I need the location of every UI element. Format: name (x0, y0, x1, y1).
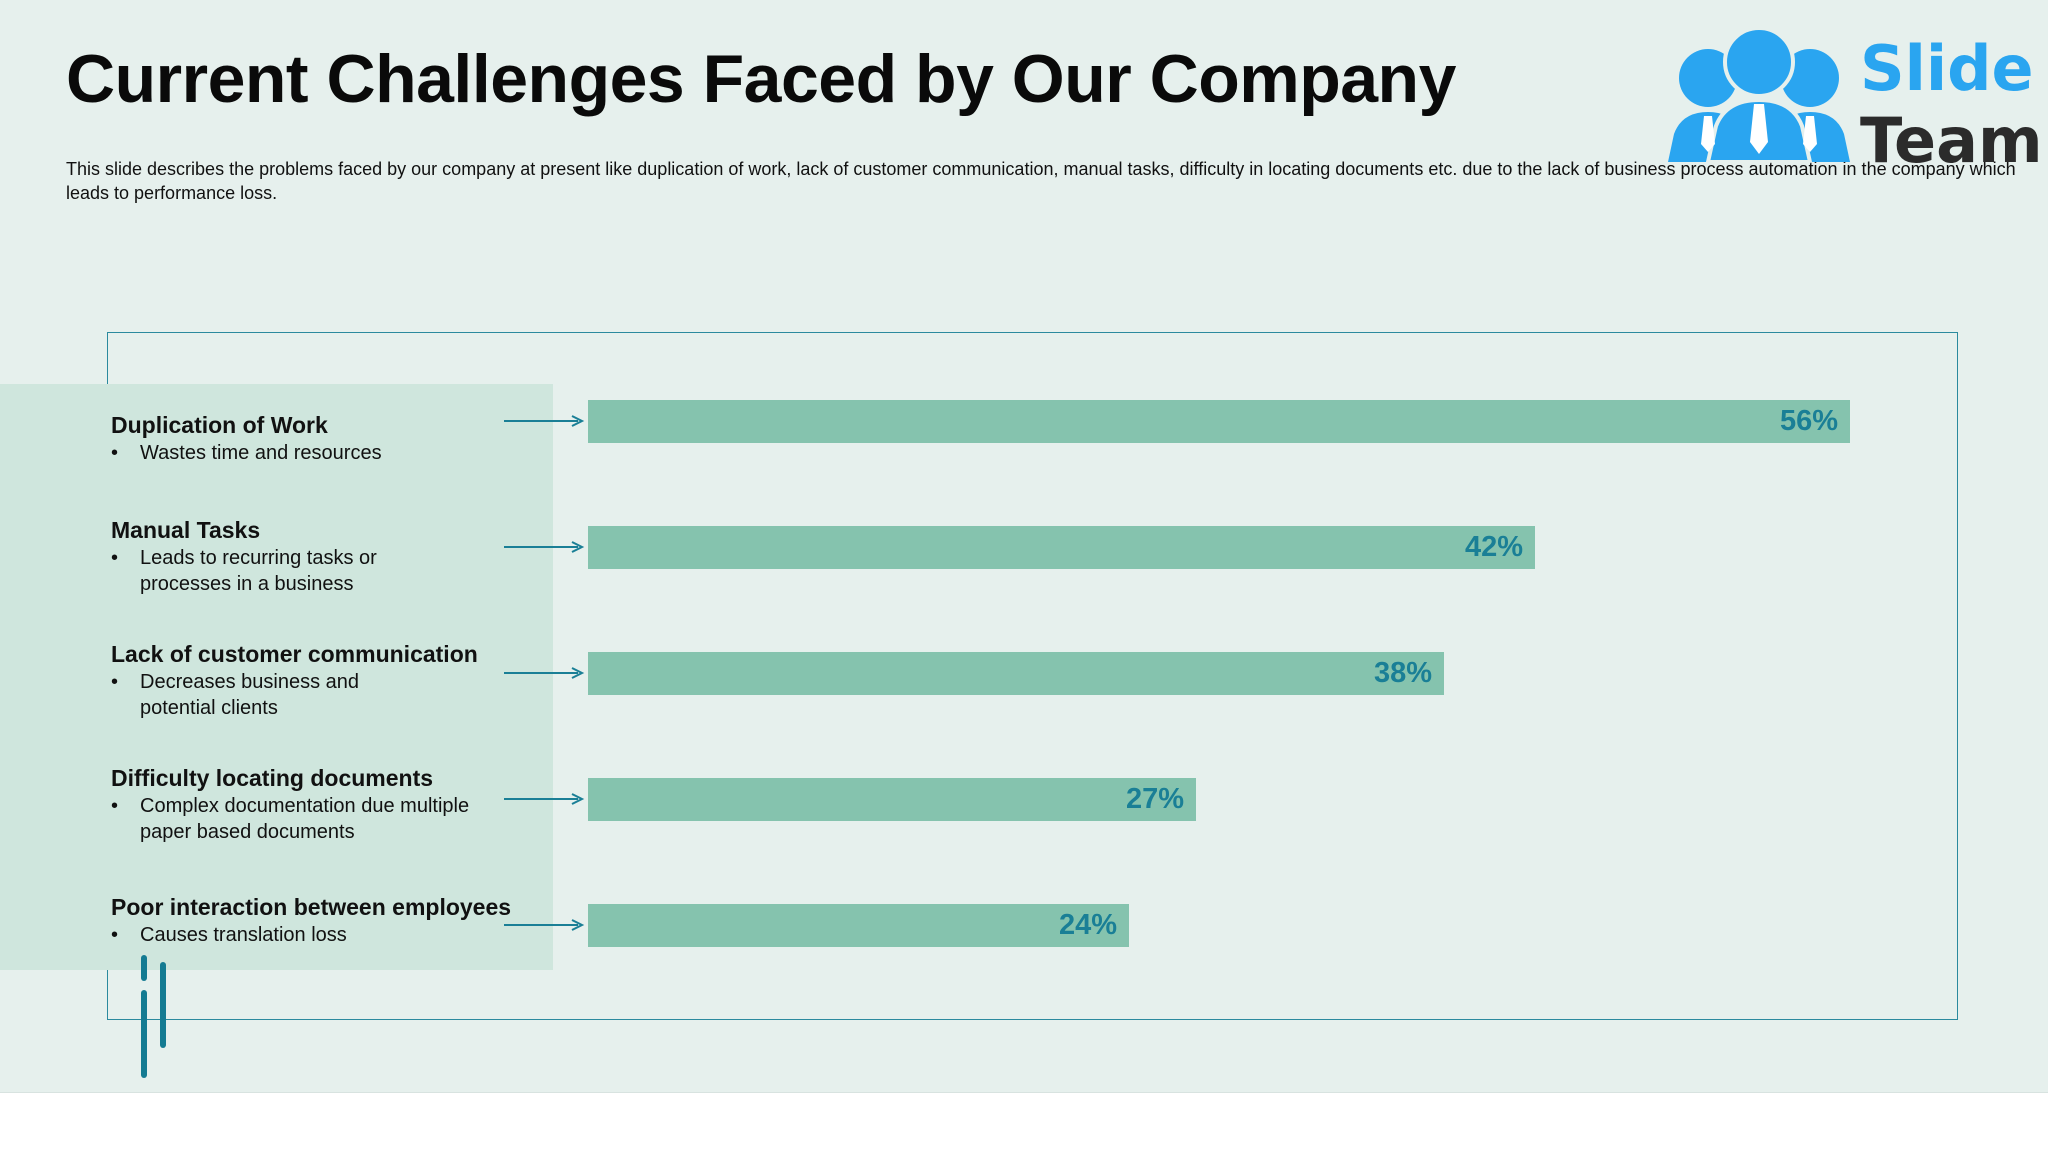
challenge-title: Duplication of Work (111, 412, 328, 438)
slide-title: Current Challenges Faced by Our Company (66, 41, 1456, 117)
bar-value-label: 42% (1464, 531, 1523, 563)
bar-value-label: 38% (1373, 657, 1432, 689)
bullet-dot-icon: • (111, 671, 119, 693)
arrow-right-icon (504, 793, 585, 805)
bar-value-label: 27% (1125, 783, 1184, 815)
decor-line (160, 962, 166, 1048)
challenge-bullet: • Wastes time and resources (111, 440, 551, 466)
challenge-title: Manual Tasks (111, 517, 261, 543)
arrow-right-icon (504, 541, 585, 553)
bar: 27% (588, 778, 1196, 821)
bullet-dot-icon: • (111, 547, 119, 569)
arrow-right-icon (504, 415, 585, 427)
challenge-item: Duplication of Work • Wastes time and re… (111, 411, 551, 466)
challenge-description: Complex documentation due multiple paper… (140, 795, 470, 843)
challenge-description: Wastes time and resources (140, 442, 382, 464)
challenge-item: Manual Tasks • Leads to recurring tasks … (111, 516, 441, 597)
challenge-description: Decreases business and potential clients (140, 671, 360, 719)
bar-value-label: 56% (1779, 405, 1838, 437)
slide-background: Current Challenges Faced by Our Company … (0, 0, 2048, 1092)
slideteam-logo: Slide Team (1664, 26, 2043, 177)
bar-value-label: 24% (1058, 909, 1117, 941)
people-icon (1668, 26, 1850, 162)
decor-line (141, 990, 147, 1078)
footer-strip (0, 1092, 2048, 1153)
logo-word-team: Team (1860, 104, 2043, 177)
logo-word-slide: Slide (1860, 32, 2034, 105)
arrow-right-icon (504, 919, 585, 931)
challenge-title: Difficulty locating documents (111, 765, 434, 791)
slide-description: This slide describes the problems faced … (66, 159, 2016, 203)
challenge-title: Poor interaction between employees (111, 894, 512, 920)
challenge-item: Lack of customer communication • Decreas… (111, 640, 478, 721)
challenge-bullet: • Complex documentation due multiple pap… (111, 793, 481, 845)
arrow-right-icon (504, 667, 585, 679)
bullet-dot-icon: • (111, 442, 119, 464)
challenge-title: Lack of customer communication (111, 641, 478, 667)
challenge-item: Difficulty locating documents • Complex … (111, 764, 481, 845)
bar: 42% (588, 526, 1535, 569)
label-panel (0, 384, 553, 970)
bar: 24% (588, 904, 1129, 947)
bar: 38% (588, 652, 1444, 695)
challenge-bullet: • Leads to recurring tasks or processes … (111, 545, 441, 597)
challenge-bullet: • Decreases business and potential clien… (111, 669, 401, 721)
decor-line (141, 955, 147, 981)
bullet-dot-icon: • (111, 924, 119, 946)
bullet-dot-icon: • (111, 795, 119, 817)
challenge-description: Leads to recurring tasks or processes in… (140, 547, 377, 595)
challenge-description: Causes translation loss (140, 924, 347, 946)
challenge-bullet: • Causes translation loss (111, 922, 551, 948)
bar: 56% (588, 400, 1850, 443)
challenge-item: Poor interaction between employees • Cau… (111, 893, 551, 948)
